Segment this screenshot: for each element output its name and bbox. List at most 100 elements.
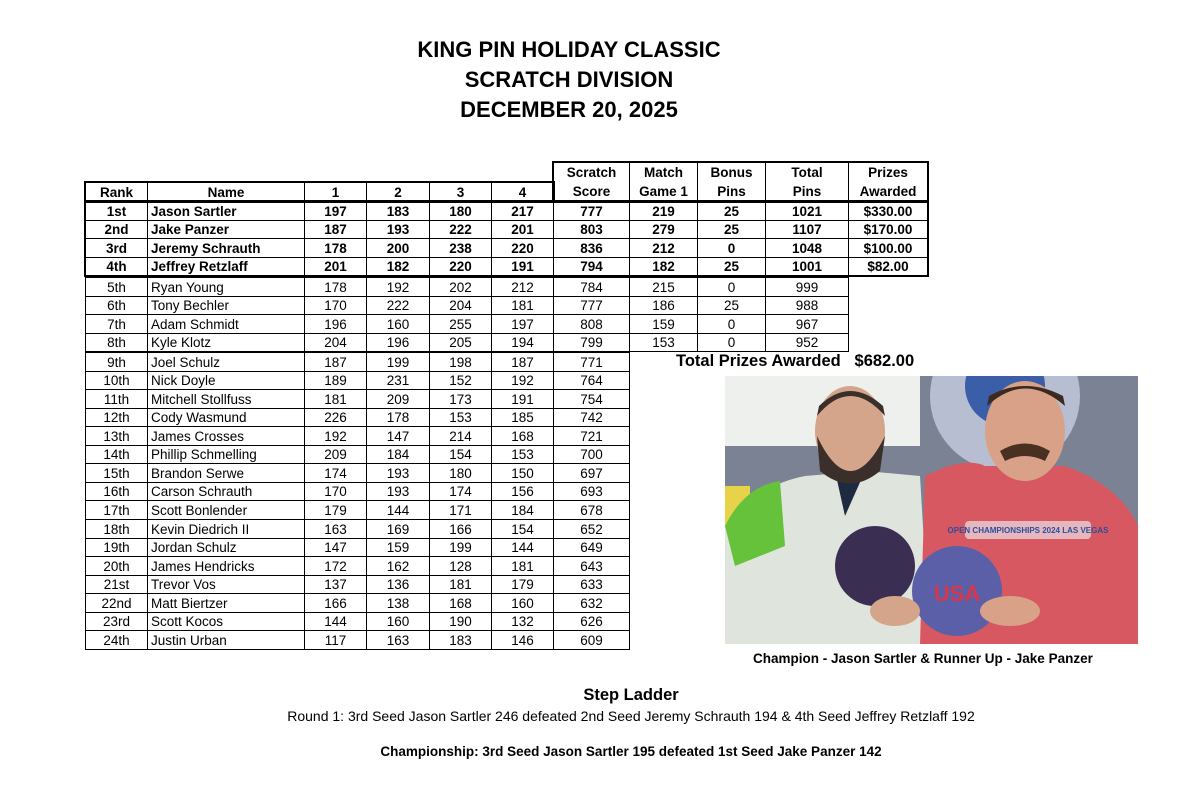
score-cell: 192	[366, 277, 430, 297]
score-cell: 771	[553, 352, 630, 372]
score-cell: 201	[491, 220, 554, 239]
bowling-ball	[912, 546, 1002, 636]
header-line-1: Total	[791, 165, 823, 180]
score-cell: 231	[366, 371, 430, 390]
score-cell: 182	[366, 257, 430, 276]
score-cell: 168	[429, 593, 492, 613]
name-cell: James Crosses	[147, 426, 305, 446]
score-cell: 0	[697, 333, 766, 352]
score-cell: 721	[553, 426, 630, 446]
score-cell: 160	[491, 593, 554, 613]
score-cell: 137	[304, 575, 367, 594]
score-cell: $82.00	[848, 257, 928, 276]
score-cell: $330.00	[848, 201, 928, 221]
score-cell: 191	[491, 257, 554, 276]
score-cell: 999	[765, 277, 849, 297]
score-cell: 764	[553, 371, 630, 390]
score-cell: 1001	[765, 257, 849, 276]
date-title: DECEMBER 20, 2025	[460, 97, 678, 122]
header-line-1: Scratch	[566, 165, 617, 180]
column-header: 4	[491, 182, 554, 202]
score-cell: 219	[629, 201, 698, 221]
score-cell: 220	[491, 238, 554, 258]
rank-cell: 4th	[85, 257, 148, 276]
column-header: 1	[304, 182, 367, 202]
score-cell: 217	[491, 201, 554, 221]
score-cell: 163	[366, 630, 430, 650]
total-prizes-label: Total Prizes Awarded	[676, 352, 841, 370]
score-cell: 238	[429, 238, 492, 258]
score-cell: 153	[429, 408, 492, 427]
score-cell: 836	[553, 238, 630, 258]
rank-cell: 14th	[85, 445, 148, 464]
rank-cell: 15th	[85, 463, 148, 483]
score-cell: 138	[366, 593, 430, 613]
name-cell: Scott Kocos	[147, 612, 305, 631]
score-cell: 1048	[765, 238, 849, 258]
score-cell: 226	[304, 408, 367, 427]
score-cell: 170	[304, 482, 367, 501]
rank-cell: 12th	[85, 408, 148, 427]
header-line-2: Pins	[792, 184, 822, 199]
score-cell: 192	[304, 426, 367, 446]
score-cell: 0	[697, 238, 766, 258]
name-cell: Joel Schulz	[147, 352, 305, 372]
ball-text: USA	[934, 581, 981, 606]
score-cell: 179	[304, 500, 367, 520]
step-ladder-championship: Championship: 3rd Seed Jason Sartler 195…	[380, 744, 882, 759]
score-cell: 194	[491, 333, 554, 352]
score-cell: 168	[491, 426, 554, 446]
score-cell: 652	[553, 519, 630, 539]
score-cell: 178	[366, 408, 430, 427]
rank-cell: 2nd	[85, 220, 148, 239]
score-cell: 212	[491, 277, 554, 297]
column-header: Rank	[85, 182, 148, 202]
score-cell: 159	[366, 538, 430, 557]
score-cell: 181	[429, 575, 492, 594]
rank-cell: 10th	[85, 371, 148, 390]
score-cell: 209	[304, 445, 367, 464]
header-line-2: Awarded	[859, 184, 917, 199]
rank-cell: 6th	[85, 296, 148, 315]
total-prizes: Total Prizes Awarded $682.00	[676, 352, 914, 371]
score-cell: 988	[765, 296, 849, 315]
score-cell: 196	[304, 314, 367, 334]
column-header: Match Game 1	[629, 162, 698, 202]
rank-cell: 5th	[85, 277, 148, 297]
score-cell: 25	[697, 201, 766, 221]
score-cell: 196	[366, 333, 430, 352]
score-cell: 174	[304, 463, 367, 483]
bowling-ball	[835, 526, 915, 606]
name-cell: Ryan Young	[147, 277, 305, 297]
score-cell: 184	[491, 500, 554, 520]
division-title: SCRATCH DIVISION	[464, 67, 674, 92]
score-cell: 200	[366, 238, 430, 258]
score-cell: 215	[629, 277, 698, 297]
score-cell: 153	[491, 445, 554, 464]
name-cell: Jake Panzer	[147, 220, 305, 239]
step-ladder-round1: Round 1: 3rd Seed Jason Sartler 246 defe…	[287, 708, 975, 724]
score-cell: 159	[629, 314, 698, 334]
score-cell: 193	[366, 463, 430, 483]
score-cell: 198	[429, 352, 492, 372]
score-cell: 697	[553, 463, 630, 483]
name-cell: Phillip Schmelling	[147, 445, 305, 464]
score-cell: 201	[304, 257, 367, 276]
score-cell: 0	[697, 314, 766, 334]
score-cell: 174	[429, 482, 492, 501]
score-cell: 154	[491, 519, 554, 539]
score-cell: 181	[491, 556, 554, 576]
score-cell: 181	[491, 296, 554, 315]
name-cell: Jeffrey Retzlaff	[147, 257, 305, 276]
header-line-1: Match	[643, 165, 683, 180]
score-cell: 1021	[765, 201, 849, 221]
score-cell: 178	[304, 277, 367, 297]
header-line-1: Bonus	[710, 165, 753, 180]
score-cell: 700	[553, 445, 630, 464]
score-cell: 197	[491, 314, 554, 334]
score-cell: 187	[304, 220, 367, 239]
score-cell: 128	[429, 556, 492, 576]
score-cell: 609	[553, 630, 630, 650]
name-cell: Adam Schmidt	[147, 314, 305, 334]
score-cell: 154	[429, 445, 492, 464]
